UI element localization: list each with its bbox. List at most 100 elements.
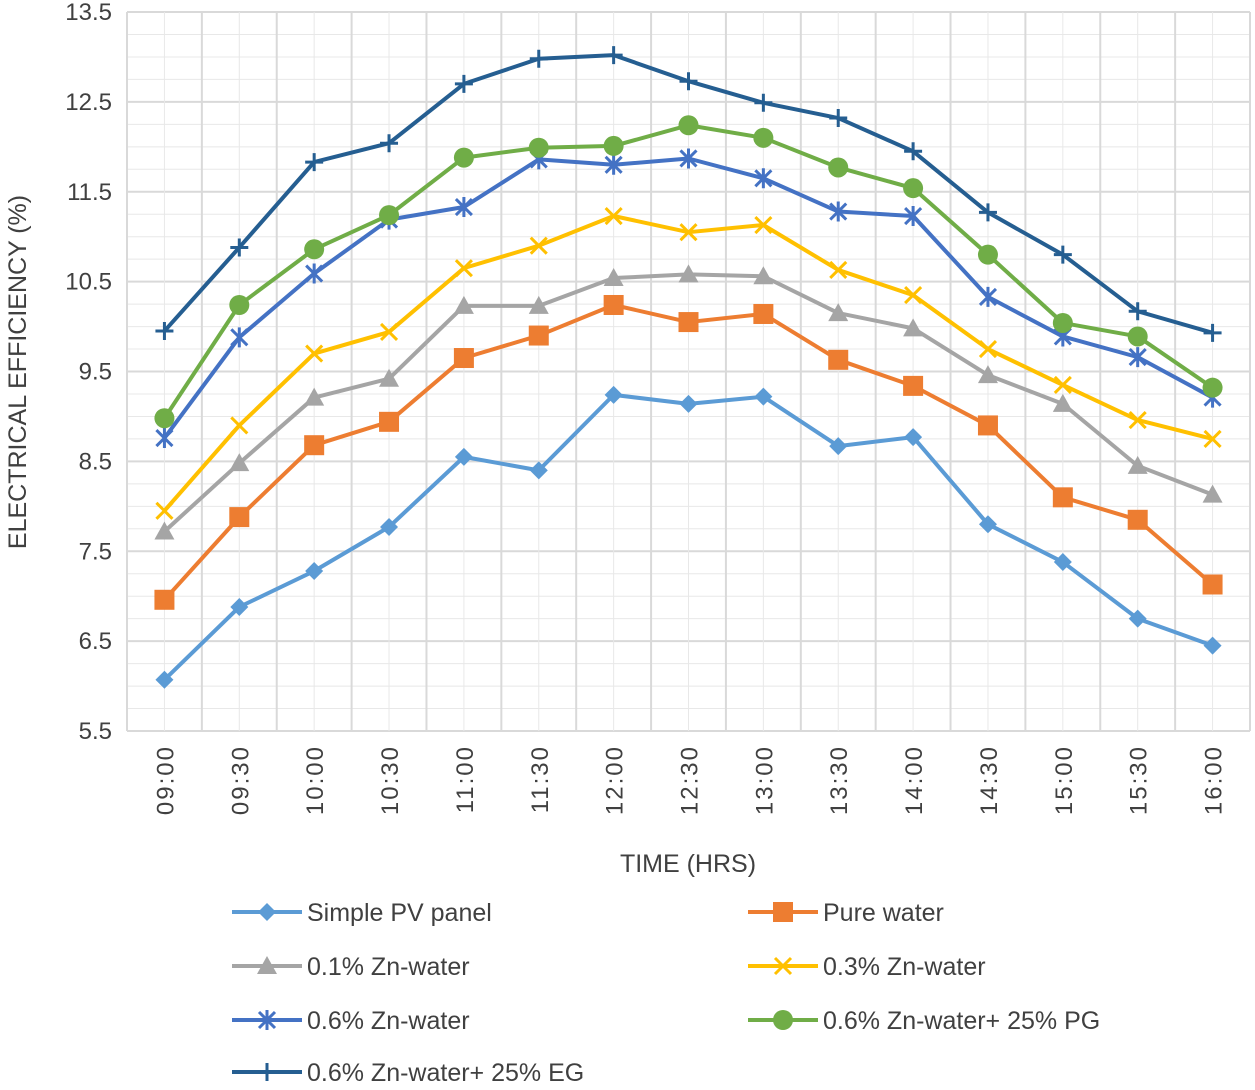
data-point (528, 325, 549, 346)
x-tick-label: 15:00 (1051, 745, 1078, 815)
series-layer (154, 46, 1223, 689)
data-point (604, 154, 623, 175)
data-point (828, 157, 849, 178)
data-point (528, 295, 549, 314)
data-point (230, 238, 249, 257)
legend-item: 0.6% Zn-water+ 25% PG (748, 1007, 1100, 1035)
data-point (679, 394, 698, 413)
legend-item: Pure water (748, 899, 944, 927)
data-point (754, 215, 773, 235)
x-axis-title: TIME (HRS) (620, 850, 756, 878)
x-tick-label: 09:00 (152, 745, 179, 815)
data-point (904, 142, 923, 161)
data-point (754, 387, 773, 406)
data-point (1052, 393, 1073, 412)
x-tick-label: 12:30 (677, 745, 704, 815)
data-point (604, 385, 623, 404)
x-tick-label: 10:00 (302, 745, 329, 815)
x-tick-label: 09:30 (227, 745, 254, 815)
legend-item: 0.3% Zn-water (748, 953, 986, 981)
data-point (829, 437, 848, 456)
data-point (903, 375, 924, 396)
data-point (1202, 574, 1223, 595)
legend-item: 0.6% Zn-water+ 25% EG (232, 1059, 584, 1087)
data-point (453, 295, 474, 314)
data-point (1128, 609, 1147, 628)
series-5 (155, 148, 1222, 449)
data-point (753, 303, 774, 324)
y-tick-label: 10.5 (65, 269, 112, 296)
data-point (679, 72, 698, 91)
data-point (1203, 636, 1222, 655)
data-point (678, 115, 699, 136)
legend: Simple PV panel Pure water 0.1% Zn-water 0.… (232, 899, 1100, 1087)
series-7 (155, 46, 1222, 342)
legend-label: 0.3% Zn-water (823, 953, 986, 981)
data-point (229, 294, 250, 315)
y-axis-title: ELECTRICAL EFFICIENCY (%) (4, 195, 32, 549)
data-point (1128, 347, 1147, 368)
data-point (305, 562, 324, 581)
data-point (754, 168, 773, 189)
data-point (304, 387, 325, 406)
y-tick-label: 7.5 (79, 538, 112, 565)
data-point (1127, 455, 1148, 474)
data-point (1127, 509, 1148, 530)
data-point (978, 515, 997, 534)
data-point (304, 239, 325, 260)
y-tick-label: 5.5 (79, 718, 112, 745)
y-tick-label: 12.5 (65, 89, 112, 116)
y-axis-ticks: 5.5 6.5 7.5 8.5 9.5 10.5 11.5 12.5 13.5 (65, 0, 112, 745)
data-point (229, 453, 250, 472)
data-point (603, 294, 624, 315)
data-point (453, 348, 474, 369)
data-point (454, 74, 473, 93)
data-point (379, 368, 400, 387)
legend-label: Simple PV panel (307, 899, 492, 927)
y-tick-label: 8.5 (79, 448, 112, 475)
x-tick-label: 12:00 (602, 745, 629, 815)
data-point (155, 670, 174, 689)
data-point (679, 223, 698, 242)
data-point (829, 201, 848, 222)
data-point (380, 517, 399, 536)
x-tick-label: 11:30 (527, 745, 554, 813)
data-point (230, 327, 249, 348)
data-point (528, 137, 549, 158)
legend-label: Pure water (823, 899, 944, 927)
legend-label: 0.6% Zn-water+ 25% PG (823, 1007, 1100, 1035)
data-point (1053, 553, 1072, 572)
data-point (753, 266, 774, 285)
x-axis-ticks: 09:00 09:30 10:00 10:30 11:00 11:30 12:00 12:30… (152, 745, 1227, 815)
y-tick-label: 13.5 (65, 0, 112, 26)
x-tick-label: 14:30 (976, 745, 1003, 815)
data-point (603, 268, 624, 287)
legend-item: Simple PV panel (232, 899, 492, 927)
data-point (1052, 312, 1073, 333)
y-tick-label: 11.5 (67, 179, 112, 206)
data-point (1128, 410, 1147, 430)
data-point (1128, 302, 1147, 321)
data-point (753, 127, 774, 148)
data-point (678, 312, 699, 333)
data-point (1202, 484, 1223, 503)
data-point (904, 206, 923, 227)
data-point (454, 197, 473, 218)
data-point (829, 109, 848, 128)
data-point (828, 349, 849, 370)
data-point (529, 461, 548, 480)
data-point (454, 447, 473, 466)
x-tick-label: 13:00 (751, 745, 778, 815)
x-tick-label: 15:30 (1126, 745, 1153, 815)
x-tick-label: 13:30 (826, 745, 853, 815)
data-point (904, 286, 923, 305)
data-point (229, 507, 250, 528)
series-3 (154, 264, 1223, 540)
data-point (604, 206, 623, 226)
legend-marker (773, 956, 793, 976)
data-point (230, 416, 249, 435)
data-point (380, 134, 399, 153)
x-tick-label: 11:00 (452, 745, 479, 813)
data-point (305, 344, 324, 363)
legend-label: 0.6% Zn-water (307, 1007, 470, 1035)
